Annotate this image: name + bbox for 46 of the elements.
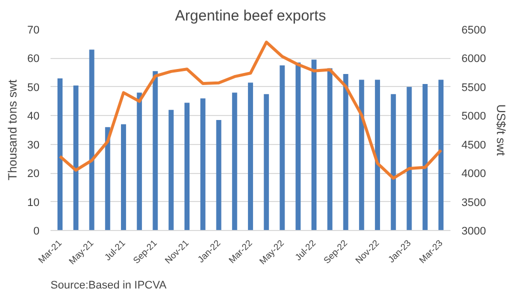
bar	[216, 120, 222, 230]
bar	[248, 82, 254, 230]
bar	[105, 127, 110, 230]
bar	[422, 84, 428, 230]
bar	[89, 50, 94, 230]
chart-title: Argentine beef exports	[175, 8, 326, 24]
bar	[359, 80, 364, 230]
bar	[136, 92, 142, 230]
y-tick-label: 50	[27, 82, 40, 94]
bar	[120, 124, 126, 230]
y2-tick-label: 3500	[462, 196, 486, 209]
bar	[184, 102, 190, 230]
bar	[438, 80, 444, 230]
bar	[57, 78, 63, 230]
line-series	[58, 40, 442, 180]
bar	[232, 92, 238, 230]
y-tick-label: 20	[27, 168, 40, 180]
bar	[406, 86, 412, 230]
bar	[280, 65, 285, 230]
bar	[168, 110, 174, 230]
bar	[200, 98, 206, 230]
source-note: Source:Based in IPCVA	[50, 280, 168, 292]
y-tick-label: 60	[27, 53, 40, 66]
y2-tick-label: 5000	[462, 110, 486, 123]
bar	[311, 60, 317, 230]
bar	[343, 74, 348, 230]
y2-tick-label: 4000	[462, 168, 486, 180]
bar	[374, 80, 380, 230]
y-tick-label: 10	[27, 196, 40, 209]
y-axis-title: Thousand tons swt	[5, 78, 20, 180]
y2-tick-label: 3000	[462, 226, 486, 238]
y-tick-label: 70	[27, 24, 40, 36]
bar	[264, 94, 269, 230]
y2-tick-label: 6000	[462, 53, 486, 66]
y2-tick-label: 5500	[462, 82, 486, 94]
y2-axis-title: US$/t swt	[494, 104, 508, 156]
y-tick-label: 30	[27, 139, 40, 152]
y2-tick-label: 6500	[462, 24, 486, 36]
bar	[390, 94, 396, 230]
bar	[152, 71, 158, 230]
bar	[296, 62, 301, 230]
y-tick-label: 40	[27, 110, 40, 123]
bar	[327, 68, 332, 230]
y2-tick-label: 4500	[462, 139, 486, 152]
y-tick-label: 0	[33, 226, 40, 238]
bar	[73, 85, 78, 230]
